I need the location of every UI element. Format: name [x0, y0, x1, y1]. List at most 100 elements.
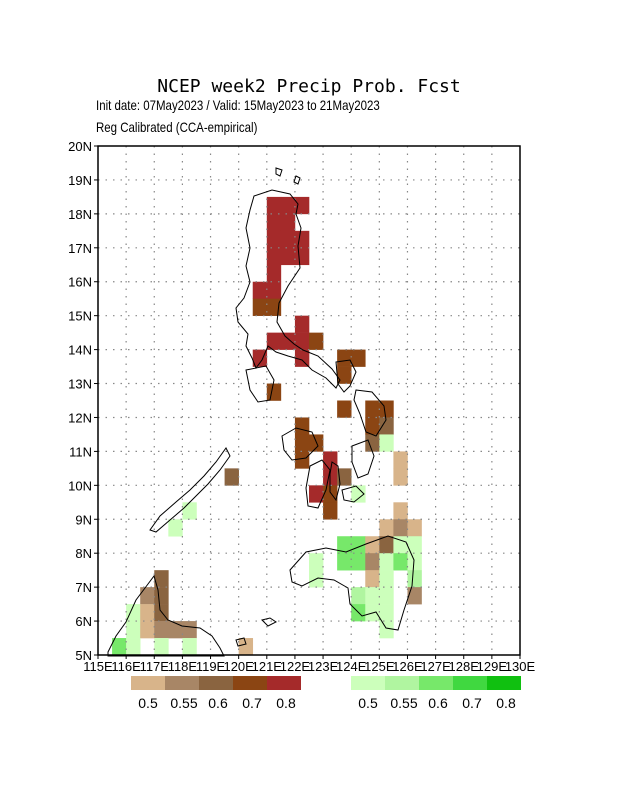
coastline-borneo: [107, 574, 225, 657]
lon-label-119E: 119E: [196, 659, 226, 674]
lat-label-8N: 8N: [75, 546, 92, 561]
prob-cell-67: [154, 570, 169, 588]
coastline-panay: [281, 427, 319, 461]
legend-dry-swatch-4: [267, 676, 301, 690]
prob-cell-22: [294, 349, 310, 367]
map-frame: [97, 145, 521, 656]
prob-cell-36: [379, 434, 394, 452]
lat-label-17N: 17N: [68, 241, 92, 256]
prob-cell-24: [351, 349, 366, 367]
prob-cell-8: [266, 247, 282, 266]
prob-cell-88: [182, 621, 197, 639]
prob-cell-61: [337, 553, 352, 571]
lon-label-127E: 127E: [420, 659, 451, 674]
prob-cell-44: [309, 485, 324, 503]
prob-cell-9: [280, 247, 296, 266]
legend-wet-label-3: 0.7: [462, 695, 482, 711]
prob-cell-34: [309, 434, 324, 452]
prob-cell-21: [252, 349, 268, 367]
prob-cell-52: [393, 519, 408, 537]
legend-dry-swatch-3: [233, 676, 267, 690]
prob-cell-13: [266, 281, 282, 299]
lat-label-6N: 6N: [75, 614, 92, 629]
legend-dry-label-4: 0.8: [276, 695, 296, 711]
coastline-leyte: [351, 439, 375, 479]
prob-cell-5: [266, 230, 282, 249]
legend-dry-swatch-2: [199, 676, 233, 690]
lon-label-118E: 118E: [168, 659, 198, 674]
prob-cell-57: [379, 536, 394, 554]
prob-cell-58: [393, 536, 408, 554]
lat-label-20N: 20N: [68, 139, 92, 154]
prob-cell-16: [294, 315, 310, 333]
prob-cell-12: [252, 281, 268, 299]
coastline-islet-1: [261, 617, 277, 627]
prob-cell-31: [365, 417, 380, 435]
legend-wet-label-1: 0.55: [390, 695, 417, 711]
prob-cell-50: [168, 519, 183, 537]
prob-cell-39: [393, 451, 408, 469]
coastline-islet-2: [235, 637, 247, 647]
lat-label-9N: 9N: [75, 512, 92, 527]
prob-cell-90: [112, 638, 127, 656]
legend-wet-swatch-2: [419, 676, 453, 690]
subtitle-method: Reg Calibrated (CCA-empirical): [96, 119, 258, 135]
coastline-islet-3: [293, 175, 301, 185]
coastline-islet-4: [275, 167, 283, 177]
lat-label-16N: 16N: [68, 275, 92, 290]
legend-dry-swatch-0: [131, 676, 165, 690]
lon-label-115E: 115E: [83, 659, 113, 674]
lon-label-123E: 123E: [308, 659, 339, 674]
prob-cell-40: [224, 468, 239, 486]
legend-wet-label-0: 0.5: [358, 695, 378, 711]
lon-label-122E: 122E: [280, 659, 311, 674]
coastline-samar: [353, 389, 387, 437]
prob-cell-78: [126, 604, 141, 622]
coastline: [107, 167, 415, 657]
lon-label-116E: 116E: [111, 659, 141, 674]
lon-label-124E: 124E: [336, 659, 367, 674]
lat-label-11N: 11N: [69, 444, 92, 459]
legend-wet-swatch-3: [453, 676, 487, 690]
prob-cell-66: [407, 553, 422, 571]
prob-cell-47: [323, 502, 338, 520]
prob-cell-70: [379, 570, 394, 588]
axis-labels: 5N 6N 7N 8N 9N 10N 11N 12N 13N 14N 15N 16N 17N 18N 19N…: [68, 139, 535, 674]
prob-cell-63: [365, 553, 380, 571]
legend-wet-label-4: 0.8: [496, 695, 516, 711]
legend: 0.5 0.55 0.6 0.7 0.8 0.5 0.55 0.6 0.7 0.8: [131, 676, 521, 711]
prob-cell-49: [182, 502, 197, 520]
coastline-luzon: [235, 189, 341, 389]
lon-label-129E: 129E: [477, 659, 508, 674]
prob-cell-91: [126, 638, 141, 656]
prob-cell-19: [294, 332, 310, 350]
prob-cell-84: [126, 621, 141, 639]
prob-cell-83: [379, 604, 394, 622]
prob-cell-26: [266, 383, 282, 401]
lat-label-12N: 12N: [68, 410, 92, 425]
lon-label-117E: 117E: [140, 659, 170, 674]
prob-cell-55: [351, 536, 366, 554]
prob-cell-0: [266, 196, 282, 215]
prob-cell-33: [294, 434, 310, 452]
legend-dry-label-0: 0.5: [138, 695, 158, 711]
prob-cell-37: [294, 451, 310, 469]
prob-cell-60: [309, 553, 324, 571]
prob-cell-38: [323, 451, 338, 469]
prob-cell-35: [365, 434, 380, 452]
lat-label-19N: 19N: [68, 173, 92, 188]
lon-label-130E: 130E: [505, 659, 536, 674]
legend-dry-label-3: 0.7: [242, 695, 262, 711]
prob-cell-7: [294, 230, 310, 249]
map-title: NCEP week2 Precip Prob. Fcst: [157, 76, 461, 97]
legend-dry-swatch-1: [165, 676, 199, 690]
lon-label-121E: 121E: [252, 659, 283, 674]
lon-label-120E: 120E: [223, 659, 254, 674]
prob-cell-65: [393, 553, 408, 571]
prob-cell-56: [365, 536, 380, 554]
prob-cell-92: [154, 638, 169, 656]
lon-label-128E: 128E: [449, 659, 480, 674]
prob-cell-89: [379, 621, 394, 639]
legend-dry-label-1: 0.55: [170, 695, 197, 711]
prob-cell-42: [337, 468, 352, 486]
